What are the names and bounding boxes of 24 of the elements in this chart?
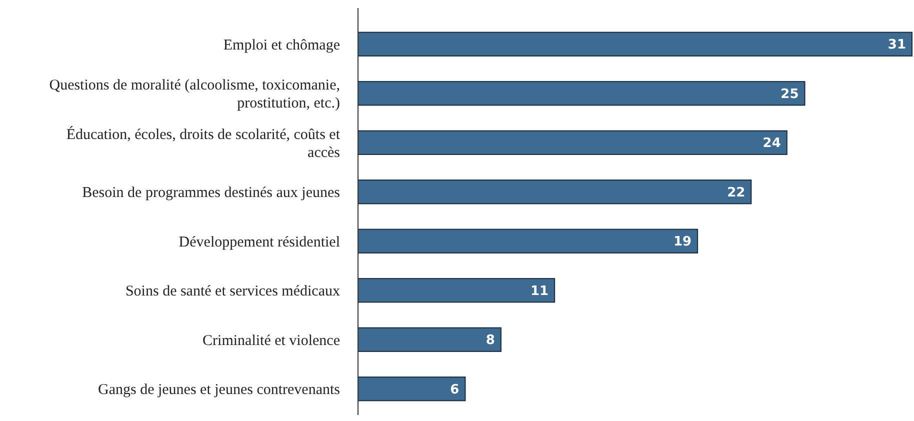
- bar: [358, 278, 556, 303]
- bar: [358, 376, 466, 402]
- y-tick-label: Questions de moralité (alcoolisme, toxicomanie, prostitution, etc.): [49, 78, 340, 112]
- data-label: 25: [780, 86, 799, 102]
- y-tick-label: Criminalité et violence: [202, 332, 340, 349]
- y-tick-label: Besoin de programmes destinés aux jeunes: [82, 185, 340, 202]
- data-label: 11: [530, 284, 549, 299]
- bar: [358, 228, 698, 254]
- bar: [358, 32, 912, 56]
- y-tick-label: Développement résidentiel: [178, 234, 340, 250]
- bar: [358, 81, 806, 106]
- data-label: 8: [486, 333, 495, 348]
- data-label: 31: [888, 38, 906, 53]
- data-label: 22: [727, 185, 746, 200]
- y-tick-label: Soins de santé et services médicaux: [125, 284, 340, 300]
- bar: [358, 180, 752, 204]
- y-tick-label: Éducation, écoles, droits de scolarité, coûts et accès: [66, 126, 341, 161]
- bar: [358, 130, 788, 155]
- y-tick-label: Emploi et chômage: [223, 37, 340, 54]
- bar: [358, 327, 502, 352]
- y-tick-label: Gangs de jeunes et jeunes contrevenants: [98, 382, 340, 398]
- data-label: 19: [673, 234, 692, 250]
- data-label: 6: [450, 382, 460, 398]
- data-label: 24: [762, 136, 781, 152]
